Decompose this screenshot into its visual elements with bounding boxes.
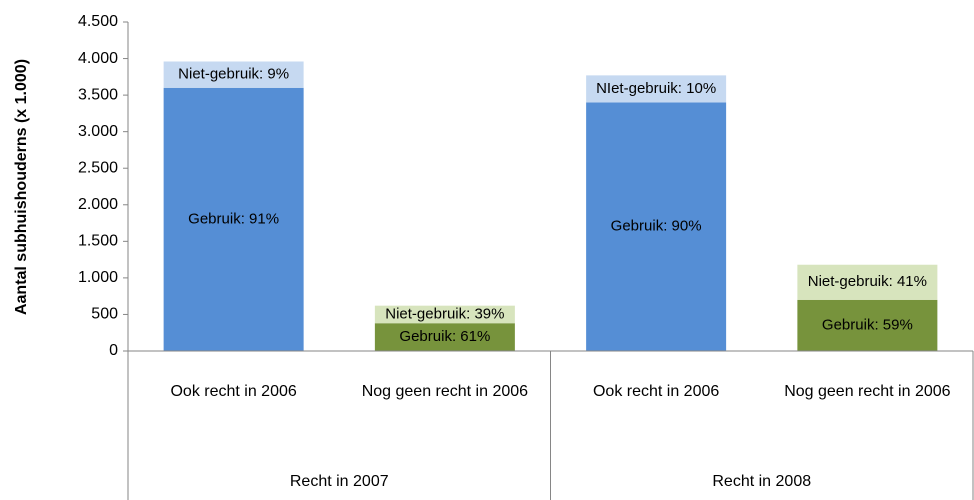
bar-segment — [586, 75, 727, 103]
y-tick-label: 1.500 — [78, 233, 118, 250]
segment-label: Gebruik: 61% — [399, 328, 490, 345]
segment-label: Niet-gebruik: 39% — [385, 305, 504, 322]
bar-segment — [797, 264, 938, 300]
segment-label: Niet-gebruik: 9% — [178, 66, 289, 83]
segment-label: Gebruik: 90% — [611, 218, 702, 235]
bar-segment — [586, 102, 727, 351]
bar-segment — [797, 299, 938, 351]
x-tick-label: Nog geen recht in 2006 — [362, 383, 528, 400]
bar-segment — [374, 323, 515, 351]
x-tick-label: Ook recht in 2006 — [170, 383, 296, 400]
bar-segment — [163, 87, 304, 352]
group-label: Recht in 2007 — [290, 473, 389, 490]
y-tick-label: 4.500 — [78, 13, 118, 30]
group-label: Recht in 2008 — [712, 473, 811, 490]
x-tick-label: Nog geen recht in 2006 — [784, 383, 950, 400]
segment-label: Niet-gebruik: 41% — [808, 273, 927, 290]
y-tick-label: 4.000 — [78, 50, 118, 67]
y-tick-label: 3.000 — [78, 123, 118, 140]
y-tick-label: 0 — [109, 342, 118, 359]
y-axis-label: Aantal subhuishouderns (x 1.000) — [13, 59, 30, 315]
bar-segment — [374, 305, 515, 324]
segment-label: NIet-gebruik: 10% — [596, 80, 716, 97]
y-tick-label: 1.000 — [78, 269, 118, 286]
bar-segment — [163, 61, 304, 88]
segment-label: Gebruik: 91% — [188, 210, 279, 227]
y-tick-label: 3.500 — [78, 86, 118, 103]
y-tick-label: 2.500 — [78, 159, 118, 176]
x-tick-label: Ook recht in 2006 — [593, 383, 719, 400]
segment-label: Gebruik: 59% — [822, 316, 913, 333]
y-tick-label: 500 — [91, 306, 118, 323]
y-tick-label: 2.000 — [78, 196, 118, 213]
